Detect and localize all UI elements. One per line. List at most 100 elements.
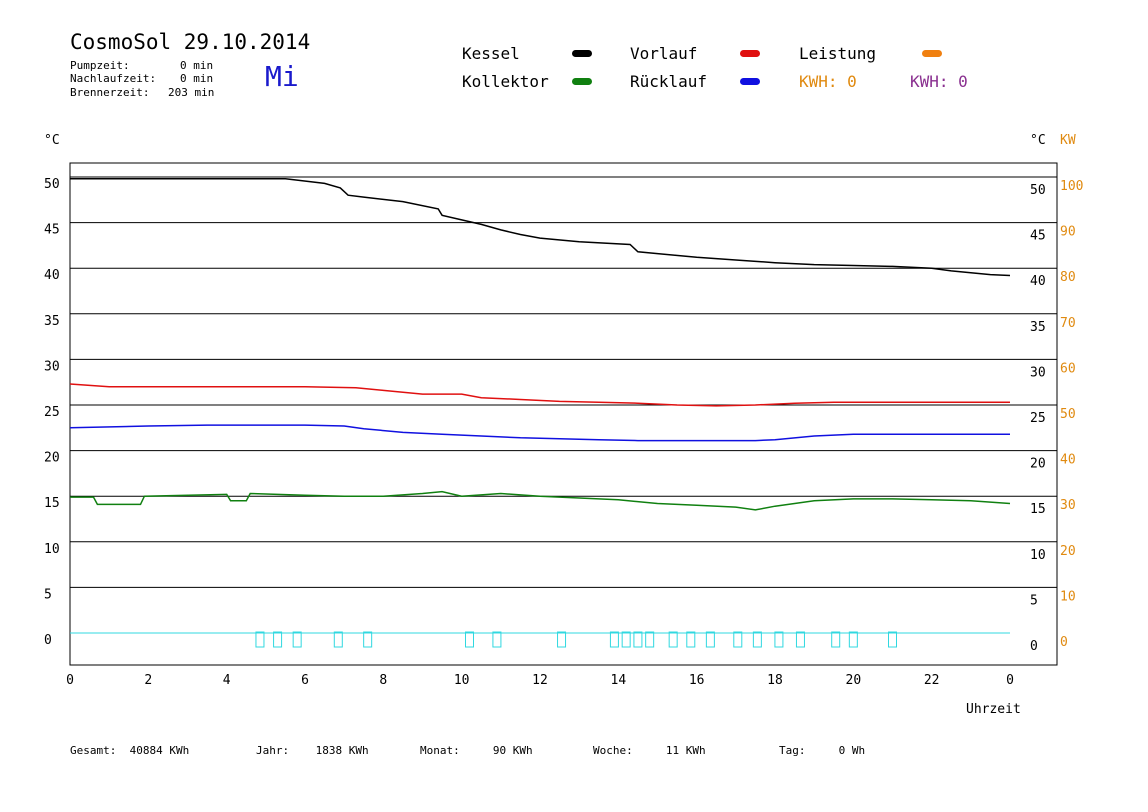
pumpzeit-label: Pumpzeit: — [70, 59, 130, 72]
y-tick-left: 35 — [44, 314, 60, 329]
y-tick-right: 30 — [1030, 365, 1046, 380]
legend-vorlauf-label: Vorlauf — [630, 44, 698, 63]
y-tick-kw: 60 — [1060, 361, 1076, 376]
y-tick-kw: 0 — [1060, 635, 1068, 650]
right-unit: °C — [1030, 133, 1046, 148]
event-marker — [774, 631, 784, 648]
event-marker — [795, 631, 805, 648]
y-tick-right: 40 — [1030, 274, 1046, 289]
footer-jahr-value: 1838 KWh — [315, 744, 369, 757]
footer-gesamt-value: 40884 KWh — [129, 744, 190, 757]
y-tick-right: 20 — [1030, 457, 1046, 472]
footer-woche: Woche: 11 KWh — [593, 744, 706, 757]
series-line-ruecklauf — [69, 424, 1010, 442]
x-tick: 20 — [846, 673, 862, 688]
legend-kollektor-swatch — [572, 78, 592, 85]
legend-vorlauf-swatch — [740, 50, 760, 57]
x-tick: 10 — [454, 673, 470, 688]
x-tick: 16 — [689, 673, 705, 688]
footer-tag: Tag: 0 Wh — [779, 744, 865, 757]
y-tick-right: 5 — [1030, 593, 1038, 608]
legend-ruecklauf-label: Rücklauf — [630, 72, 708, 91]
x-tick: 6 — [301, 673, 309, 688]
x-tick: 14 — [611, 673, 627, 688]
y-tick-left: 45 — [44, 223, 60, 238]
series-line-kollektor — [70, 490, 1011, 511]
event-marker — [363, 631, 373, 648]
footer-monat: Monat: 90 KWh — [420, 744, 533, 757]
legend-kwh2: KWH: 0 — [910, 72, 968, 91]
y-tick-right: 35 — [1030, 320, 1046, 335]
left-unit: °C — [44, 133, 60, 148]
event-marker — [273, 631, 283, 648]
x-tick: 4 — [223, 673, 231, 688]
brennerzeit-label: Brennerzeit: — [70, 86, 150, 99]
footer-monat-value: 90 KWh — [492, 744, 533, 757]
y-tick-kw: 20 — [1060, 544, 1076, 559]
y-tick-kw: 40 — [1060, 453, 1076, 468]
event-marker — [705, 631, 715, 648]
y-tick-right: 10 — [1030, 548, 1046, 563]
legend-kwh2-value: 0 — [958, 72, 968, 91]
event-marker — [752, 631, 762, 648]
y-tick-right: 25 — [1030, 411, 1046, 426]
footer-gesamt: Gesamt: 40884 KWh — [70, 744, 189, 757]
legend-kwh1-label: KWH: — [799, 72, 838, 91]
series-line-kessel — [70, 178, 1011, 277]
nachlaufzeit-value: 0 min — [180, 72, 214, 85]
x-tick: 2 — [144, 673, 152, 688]
y-tick-kw: 50 — [1060, 407, 1076, 422]
legend-leistung-swatch — [922, 50, 942, 57]
legend-leistung-label: Leistung — [799, 44, 877, 63]
event-marker — [668, 631, 678, 648]
series-line-vorlauf — [69, 383, 1010, 407]
event-marker — [645, 631, 655, 648]
event-marker — [831, 631, 841, 648]
y-tick-left: 0 — [44, 633, 52, 648]
y-tick-left: 10 — [44, 542, 60, 557]
x-tick: 18 — [767, 673, 783, 688]
legend-ruecklauf-swatch — [740, 78, 760, 85]
x-tick: 0 — [66, 673, 74, 688]
pumpzeit-value: 0 min — [180, 59, 214, 72]
y-tick-left: 30 — [44, 359, 60, 374]
y-tick-left: 40 — [44, 268, 60, 283]
legend-kwh2-label: KWH: — [910, 72, 949, 91]
event-marker — [686, 631, 696, 648]
event-marker — [292, 631, 302, 648]
event-marker — [492, 631, 502, 648]
right-unit-kw: KW — [1060, 133, 1076, 148]
event-marker — [848, 631, 858, 648]
footer-tag-value: 0 Wh — [838, 744, 866, 757]
y-tick-kw: 90 — [1060, 225, 1076, 240]
event-marker — [557, 631, 567, 648]
legend-kessel-swatch — [572, 50, 592, 57]
event-marker — [465, 631, 474, 648]
footer-jahr-label: Jahr: — [256, 744, 290, 757]
y-tick-left: 25 — [44, 405, 60, 420]
footer-gesamt-label: Gesamt: — [70, 744, 117, 757]
x-tick: 0 — [1006, 673, 1014, 688]
y-tick-right: 50 — [1030, 183, 1046, 198]
footer-monat-label: Monat: — [420, 744, 460, 757]
event-marker — [621, 631, 631, 648]
event-marker — [255, 631, 265, 648]
y-tick-kw: 10 — [1060, 589, 1076, 604]
weekday: Mi — [265, 60, 299, 93]
footer-jahr: Jahr: 1838 KWh — [256, 744, 369, 757]
event-marker — [609, 631, 619, 648]
x-axis-label: Uhrzeit — [966, 702, 1021, 717]
x-tick: 22 — [924, 673, 940, 688]
x-tick: 12 — [532, 673, 548, 688]
footer-woche-label: Woche: — [593, 744, 633, 757]
event-marker — [633, 631, 643, 648]
y-tick-right: 45 — [1030, 229, 1046, 244]
y-tick-kw: 100 — [1060, 179, 1083, 194]
brennerzeit-value: 203 min — [168, 86, 215, 99]
y-tick-left: 5 — [44, 587, 52, 602]
y-tick-right: 0 — [1030, 639, 1038, 654]
footer-tag-label: Tag: — [779, 744, 806, 757]
y-tick-kw: 30 — [1060, 498, 1076, 513]
y-tick-left: 15 — [44, 496, 60, 511]
